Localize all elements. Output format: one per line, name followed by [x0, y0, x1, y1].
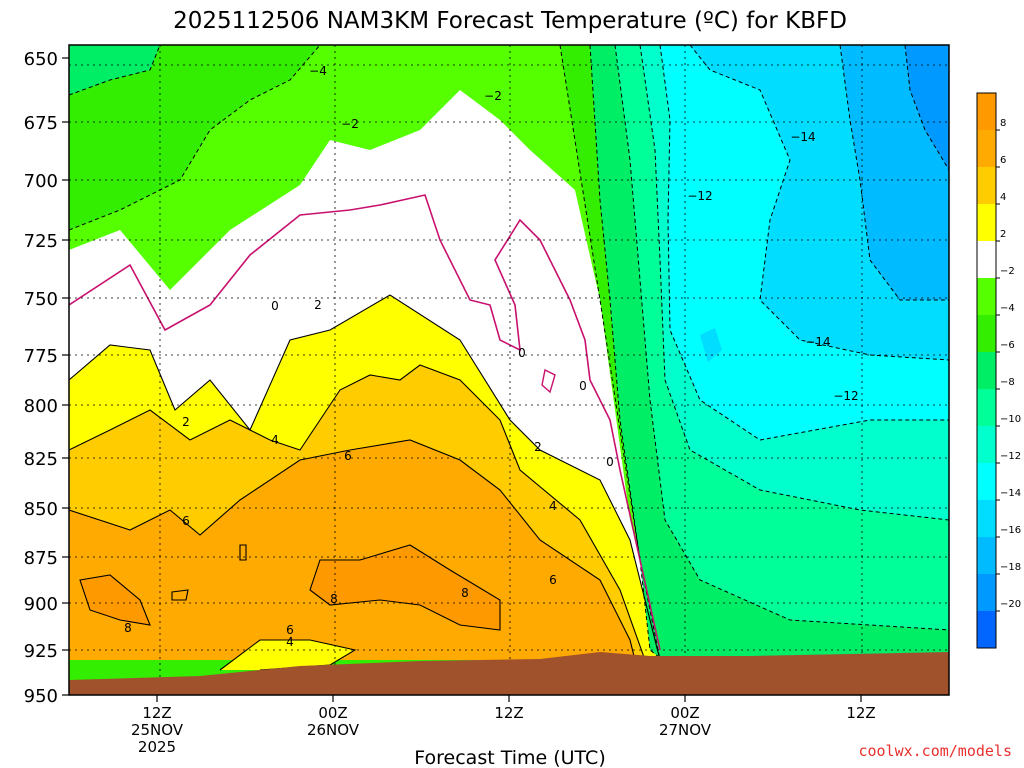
colorbar-tick-label: −8 [1000, 377, 1015, 388]
gridlines [69, 45, 949, 695]
x-tick-label: 12Z [494, 704, 523, 722]
credit-text: coolwx.com/models [858, 742, 1012, 760]
colorbar-tick-label: −18 [1000, 562, 1021, 573]
x-tick-label: 27NOV [659, 721, 712, 739]
colorbar-tick-label: −12 [1000, 451, 1021, 462]
contour-label: 2 [182, 415, 190, 429]
y-tick-label: 750 [24, 289, 58, 310]
contour-label: 0 [579, 379, 587, 393]
band-above-8-b [310, 545, 500, 630]
y-tick-label: 775 [24, 346, 58, 367]
colorbar-band [977, 574, 996, 611]
colorbar-band [977, 130, 996, 167]
x-tick-label: 25NOV [131, 721, 184, 739]
x-tick-label: 12Z [142, 704, 171, 722]
contour-label: 2 [314, 298, 322, 312]
contour-label: 8 [461, 586, 469, 600]
x-tick-label: 00Z [670, 704, 699, 722]
colorbar-band [977, 241, 996, 278]
x-tick-label: 12Z [846, 704, 875, 722]
band-minus-20 [905, 45, 949, 170]
colorbar-band [977, 315, 996, 352]
colorbar-band [977, 611, 996, 648]
band-low-yellow [220, 640, 355, 670]
contour-label: 6 [344, 449, 352, 463]
colorbar-band [977, 537, 996, 574]
terrain [69, 652, 949, 695]
contour-label: −14 [805, 335, 830, 349]
y-tick-label: 725 [24, 231, 58, 252]
contour-label: −2 [484, 89, 502, 103]
contour-label: 4 [549, 499, 557, 513]
y-tick-label: 900 [24, 594, 58, 615]
contour-label: −12 [687, 189, 712, 203]
colorbar-band [977, 463, 996, 500]
y-tick-label: 650 [24, 49, 58, 70]
x-tick-label: 00Z [318, 704, 347, 722]
contour-label: 4 [286, 635, 294, 649]
contour-label: 2 [534, 440, 542, 454]
band-minus-6-left [69, 45, 320, 230]
contour-label: −14 [790, 130, 815, 144]
contour-label: 6 [286, 623, 294, 637]
y-tick-label: 925 [24, 641, 58, 662]
y-tick-label: 700 [24, 171, 58, 192]
colorbar-tick-label: 2 [1000, 229, 1006, 240]
y-tick-label: 875 [24, 548, 58, 569]
colorbar-tick-label: −2 [1000, 266, 1015, 277]
colorbar-band [977, 426, 996, 463]
band-minus-8-left [69, 45, 160, 95]
colorbar-band [977, 500, 996, 537]
colorbar-tick-label: −4 [1000, 303, 1015, 314]
colorbar-frame [976, 92, 997, 649]
colorbar-band [977, 204, 996, 241]
colorbar-band [977, 93, 996, 130]
y-tick-label: 825 [24, 449, 58, 470]
colorbar: 8 6 4 2 −2 −4 −6 −8 −10 −12 −14 −16 −18 −20 [976, 92, 1021, 649]
contour-label: −12 [833, 389, 858, 403]
contour-label: 8 [330, 592, 338, 606]
y-tick-label: 800 [24, 396, 58, 417]
x-tick-label: 26NOV [307, 721, 360, 739]
contour-label: 0 [271, 299, 279, 313]
chart-title: 2025112506 NAM3KM Forecast Temperature (… [173, 8, 847, 34]
zero-degree-contour [69, 194, 661, 651]
contour-label: −2 [341, 117, 359, 131]
colorbar-tick-label: 6 [1000, 155, 1006, 166]
contour-label: −4 [309, 64, 327, 78]
colorbar-tick-label: 8 [1000, 118, 1006, 129]
contour-label: 8 [124, 621, 132, 635]
x-axis-label: Forecast Time (UTC) [414, 747, 605, 768]
colorbar-band [977, 167, 996, 204]
contour-label: 0 [606, 455, 614, 469]
colorbar-tick-label: −16 [1000, 525, 1021, 536]
y-tick-label: 675 [24, 113, 58, 134]
y-tick-label: 850 [24, 499, 58, 520]
colorbar-band [977, 389, 996, 426]
contour-label: 0 [518, 346, 526, 360]
colorbar-tick-label: −6 [1000, 340, 1015, 351]
colorbar-tick-label: −14 [1000, 488, 1021, 499]
colorbar-tick-label: −20 [1000, 599, 1021, 610]
colorbar-band [977, 278, 996, 315]
colorbar-tick-label: −10 [1000, 414, 1021, 425]
zero-degree-contour-pocket [541, 368, 556, 394]
band-minus-16-pocket [700, 328, 722, 362]
contour-label: 6 [182, 514, 190, 528]
y-tick-label: 950 [24, 686, 58, 707]
contour-label: 6 [549, 573, 557, 587]
contour-label: 4 [271, 433, 279, 447]
colorbar-band [977, 352, 996, 389]
y-axis: 650 675 700 725 750 775 800 825 850 875 900 925 950 [24, 49, 69, 707]
x-tick-label: 2025 [138, 738, 176, 756]
colorbar-tick-label: 4 [1000, 192, 1006, 203]
positive-contours [69, 294, 661, 671]
